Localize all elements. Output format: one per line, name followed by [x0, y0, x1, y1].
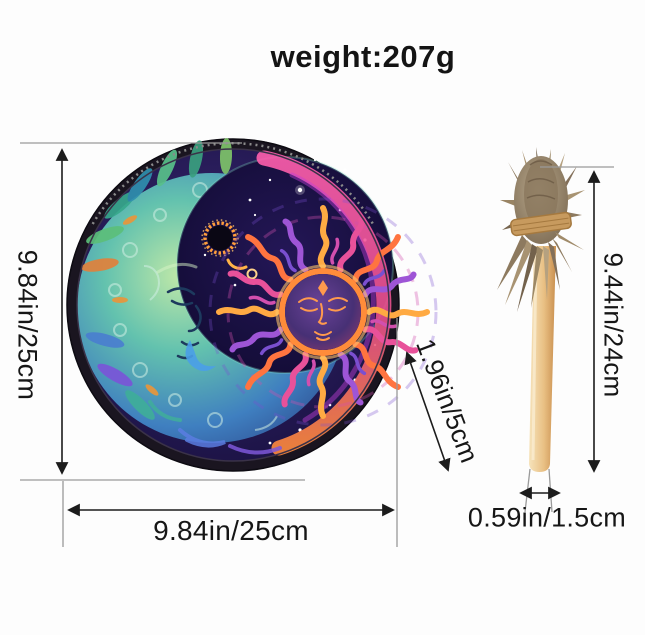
- beater-length-label: 9.44in/24cm: [598, 252, 629, 398]
- beater-photo: [497, 147, 585, 472]
- sun-face: [298, 280, 348, 341]
- drum-depth-dimension-arrow: [404, 351, 451, 472]
- weight-label: weight:207g: [270, 39, 456, 74]
- sun-illustration: [208, 197, 438, 427]
- bottom-swirls: [148, 400, 282, 455]
- drum-width-label: 9.84in/25cm: [153, 515, 309, 546]
- eclipse-illustration: [201, 219, 258, 280]
- foliage-decoration: [81, 138, 233, 420]
- dimension-annotations: [20, 142, 614, 547]
- wave-drop: [185, 340, 216, 371]
- fur-wrap-band: [510, 211, 572, 237]
- drum-photo: [66, 138, 438, 472]
- beater-tip-width-label: 0.59in/1.5cm: [467, 502, 627, 533]
- pink-crescent-edge: [256, 150, 392, 456]
- fur-head: [497, 147, 585, 312]
- drum-height-label: 9.84in/25cm: [12, 249, 43, 401]
